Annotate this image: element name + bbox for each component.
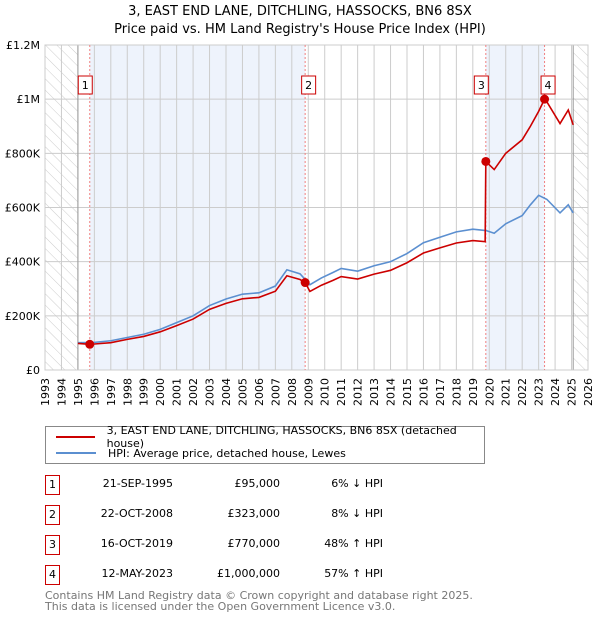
sale-date: 22-OCT-2008 [100,507,173,520]
y-tick-label: £1M [17,93,41,106]
x-tick-label: 2012 [352,378,365,406]
sale-label: 3 [478,79,485,92]
y-tick-label: £800K [5,147,41,160]
x-tick-label: 1998 [121,378,134,406]
x-tick-label: 2026 [582,378,595,406]
sale-number: 4 [45,565,60,585]
series-line-property [77,97,574,346]
sale-hpi-diff: 57% ↑ HPI [324,567,383,580]
x-tick-label: 2007 [269,378,282,406]
x-tick-label: 2010 [319,378,332,406]
x-tick-label: 1997 [105,378,118,406]
sale-price: £770,000 [227,537,281,550]
x-tick-label: 2002 [187,378,200,406]
sale-label-box [301,75,317,95]
sale-number: 2 [45,505,60,525]
legend-swatch-red [56,436,95,438]
sale-number: 3 [45,535,60,555]
sale-price: £323,000 [227,507,281,520]
legend-label: 3, EAST END LANE, DITCHLING, HASSOCKS, B… [106,424,457,450]
sale-point [85,339,95,349]
x-tick-label: 2021 [500,378,513,406]
sale-hpi-diff: 48% ↑ HPI [324,537,383,550]
x-tick-label: 2006 [253,378,266,406]
sale-price: £1,000,000 [217,567,280,580]
sale-label-box [540,75,556,95]
chart-title: 3, EAST END LANE, DITCHLING, HASSOCKS, B… [128,4,472,19]
sale-point [481,156,491,166]
y-tick-label: £200K [5,310,41,323]
sale-label: 4 [545,79,552,92]
x-tick-label: 2023 [533,378,546,406]
x-tick-label: 2004 [220,378,233,406]
sale-point [540,94,550,104]
y-tick-label: £600K [5,202,41,215]
x-tick-label: 2009 [302,378,315,406]
x-tick-label: 1994 [55,378,68,406]
y-tick-label: £1.2M [6,39,40,52]
sale-price: £95,000 [234,477,281,490]
legend: 3, EAST END LANE, DITCHLING, HASSOCKS, B… [45,424,485,464]
sale-date: 12-MAY-2023 [101,567,173,580]
x-tick-label: 2024 [549,378,562,406]
chart-subtitle: Price paid vs. HM Land Registry's House … [114,22,486,37]
y-tick-label: £400K [5,256,41,269]
plot-area: 1993 1994 1995 1996 1997 1998 1999 2000 2001 2002… [5,39,595,406]
x-tick-label: 1999 [138,378,151,406]
sale-label: 2 [305,79,312,92]
sale-number: 1 [45,475,60,495]
plot-border [44,44,589,371]
x-tick-label: 2016 [417,378,430,406]
sale-hpi-diff: 6% ↓ HPI [331,477,383,490]
x-tick-label: 2014 [385,378,398,406]
sale-point [300,278,310,288]
y-tick-label: £0 [26,364,40,377]
footer-line-2: This data is licensed under the Open Gov… [45,600,396,613]
x-tick-label: 2005 [236,378,249,406]
x-tick-label: 2019 [467,378,480,406]
x-tick-label: 1995 [72,378,85,406]
x-tick-label: 2020 [483,378,496,406]
x-tick-label: 1993 [39,378,52,406]
series-line-hpi [77,194,574,344]
x-tick-label: 2015 [401,378,414,406]
x-tick-label: 2008 [286,378,299,406]
legend-label: HPI: Average price, detached house, Lewe… [108,446,346,460]
x-tick-label: 2011 [335,378,348,406]
x-tick-label: 2013 [368,378,381,406]
sale-label: 1 [82,79,89,92]
footer: Contains HM Land Registry data © Crown c… [45,590,473,612]
footer-line-1: Contains HM Land Registry data © Crown c… [45,589,473,602]
x-tick-label: 2025 [566,378,579,406]
x-tick-label: 2022 [516,378,529,406]
sale-hpi-diff: 8% ↓ HPI [331,507,383,520]
x-tick-label: 2018 [450,378,463,406]
x-tick-label: 1996 [88,378,101,406]
legend-item-property: 3, EAST END LANE, DITCHLING, HASSOCKS, B… [56,424,484,450]
x-tick-label: 2001 [171,378,184,406]
sale-label-box [473,75,489,95]
x-tick-label: 2000 [154,378,167,406]
sale-label-box [77,75,93,95]
legend-item-hpi: HPI: Average price, detached house, Lewe… [56,445,346,461]
x-tick-label: 2017 [434,378,447,406]
x-tick-label: 2003 [204,378,217,406]
legend-swatch-blue [56,452,96,454]
sale-date: 21-SEP-1995 [102,477,173,490]
sale-date: 16-OCT-2019 [100,537,173,550]
